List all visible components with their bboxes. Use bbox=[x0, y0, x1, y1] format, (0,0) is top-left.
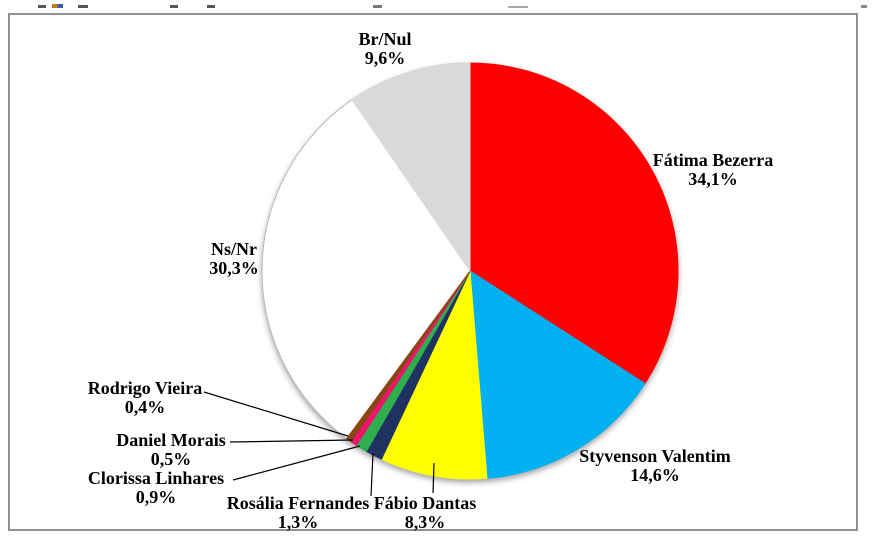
pie-label-rodrigo-vieira: Rodrigo Vieira 0,4% bbox=[65, 379, 225, 417]
pie-label-styvenson-valentim: Styvenson Valentim 14,6% bbox=[555, 447, 755, 485]
cropped-text-fragment bbox=[861, 5, 867, 8]
slice-percent: 0,9% bbox=[135, 487, 177, 507]
slice-percent: 0,5% bbox=[150, 449, 192, 469]
cropped-text-fragment bbox=[78, 5, 88, 8]
pie-label-rosalia-fernandes: Rosália Fernandes 1,3% bbox=[213, 494, 383, 532]
cropped-text-fragment bbox=[508, 6, 528, 8]
cropped-text-fragment bbox=[170, 5, 178, 8]
pie-label-br-nul: Br/Nul 9,6% bbox=[325, 30, 445, 68]
slice-name: Clorissa Linhares bbox=[87, 468, 225, 488]
slice-percent: 0,4% bbox=[124, 397, 166, 417]
cropped-text-fragment bbox=[207, 5, 215, 8]
cropped-text-fragment bbox=[373, 5, 382, 8]
pie-label-clorissa-linhares: Clorissa Linhares 0,9% bbox=[71, 469, 241, 507]
pie-label-fatima-bezerra: Fátima Bezerra 34,1% bbox=[623, 151, 803, 189]
cropped-text-fragment bbox=[52, 4, 63, 8]
slice-name: Rosália Fernandes bbox=[226, 493, 370, 513]
slice-percent: 14,6% bbox=[630, 465, 680, 485]
pie-label-fabio-dantas: Fábio Dantas 8,3% bbox=[365, 494, 485, 532]
slice-name: Fátima Bezerra bbox=[652, 150, 774, 170]
slice-name: Styvenson Valentim bbox=[579, 446, 731, 466]
slice-name: Ns/Nr bbox=[211, 239, 257, 259]
slice-percent: 8,3% bbox=[404, 512, 446, 532]
slice-name: Rodrigo Vieira bbox=[87, 378, 203, 398]
slice-percent: 1,3% bbox=[277, 512, 319, 532]
slice-name: Fábio Dantas bbox=[373, 493, 477, 513]
pie-label-daniel-morais: Daniel Morais 0,5% bbox=[91, 431, 251, 469]
slice-name: Daniel Morais bbox=[116, 430, 226, 450]
pie-label-ns-nr: Ns/Nr 30,3% bbox=[174, 240, 294, 278]
slice-percent: 30,3% bbox=[209, 258, 259, 278]
slice-name: Br/Nul bbox=[358, 29, 412, 49]
cropped-text-fragment bbox=[38, 5, 46, 8]
slice-percent: 9,6% bbox=[364, 48, 406, 68]
slice-percent: 34,1% bbox=[688, 169, 738, 189]
